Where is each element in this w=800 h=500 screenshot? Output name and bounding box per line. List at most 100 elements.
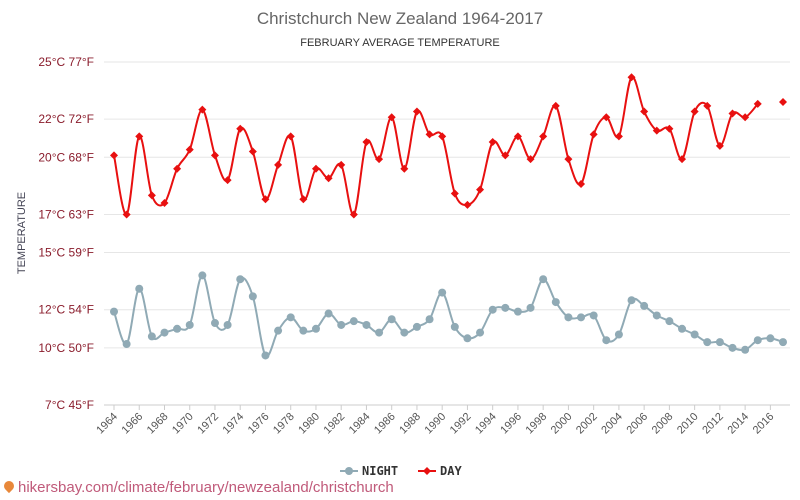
day-point[interactable] (324, 174, 333, 183)
day-point[interactable] (274, 160, 283, 169)
day-point[interactable] (602, 113, 611, 122)
night-point[interactable] (678, 324, 687, 333)
night-point[interactable] (286, 313, 295, 322)
day-point[interactable] (526, 155, 535, 164)
night-point[interactable] (375, 328, 384, 337)
night-point[interactable] (501, 303, 510, 312)
day-point[interactable] (248, 147, 257, 156)
night-point[interactable] (665, 317, 674, 326)
day-point[interactable] (678, 155, 687, 164)
night-point[interactable] (728, 343, 737, 352)
day-point[interactable] (362, 138, 371, 147)
night-point[interactable] (766, 334, 775, 343)
night-point[interactable] (614, 330, 623, 339)
night-point[interactable] (627, 296, 636, 305)
day-point[interactable] (160, 199, 169, 208)
night-point[interactable] (236, 275, 245, 284)
day-point[interactable] (198, 105, 207, 114)
night-point[interactable] (337, 320, 346, 329)
night-point[interactable] (135, 284, 144, 293)
night-point[interactable] (652, 311, 661, 320)
night-point[interactable] (412, 322, 421, 331)
day-point[interactable] (715, 141, 724, 150)
night-point[interactable] (362, 320, 371, 329)
night-point[interactable] (324, 309, 333, 318)
legend-item-night[interactable]: NIGHT (340, 464, 398, 478)
night-point[interactable] (261, 351, 270, 360)
night-point[interactable] (640, 301, 649, 310)
day-point[interactable] (463, 200, 472, 209)
night-point[interactable] (173, 324, 182, 333)
night-point[interactable] (450, 322, 459, 331)
night-point[interactable] (223, 320, 232, 329)
day-point[interactable] (614, 132, 623, 141)
night-point[interactable] (147, 332, 156, 341)
night-point[interactable] (577, 313, 586, 322)
source-link[interactable]: hikersbay.com/climate/february/newzealan… (1, 478, 394, 496)
night-point[interactable] (311, 324, 320, 333)
day-point[interactable] (400, 164, 409, 173)
night-point[interactable] (110, 307, 118, 316)
day-point[interactable] (311, 164, 320, 173)
day-point[interactable] (488, 138, 497, 147)
night-point[interactable] (438, 288, 447, 297)
night-point[interactable] (349, 317, 358, 326)
night-point[interactable] (526, 303, 535, 312)
day-point[interactable] (589, 130, 598, 139)
night-point[interactable] (122, 340, 131, 349)
day-point[interactable] (261, 195, 270, 204)
day-point[interactable] (539, 132, 548, 141)
day-point[interactable] (375, 155, 384, 164)
night-point[interactable] (551, 298, 560, 307)
day-point[interactable] (753, 99, 762, 108)
night-point[interactable] (400, 328, 409, 337)
day-point[interactable] (728, 109, 737, 118)
day-point[interactable] (577, 179, 586, 188)
day-point[interactable] (387, 113, 396, 122)
night-point[interactable] (539, 275, 548, 284)
night-point[interactable] (690, 330, 699, 339)
day-point[interactable] (741, 113, 750, 122)
day-point[interactable] (122, 210, 131, 219)
day-point[interactable] (185, 145, 194, 154)
day-point[interactable] (223, 176, 232, 185)
day-point[interactable] (299, 195, 308, 204)
night-point[interactable] (589, 311, 598, 320)
day-point[interactable] (135, 132, 144, 141)
day-point[interactable] (501, 151, 510, 160)
day-point[interactable] (210, 151, 219, 160)
night-point[interactable] (476, 328, 485, 337)
night-point[interactable] (248, 292, 257, 301)
day-point[interactable] (412, 107, 421, 116)
night-point[interactable] (160, 328, 169, 337)
day-point[interactable] (564, 155, 573, 164)
day-point[interactable] (173, 164, 182, 173)
night-point[interactable] (564, 313, 573, 322)
day-point[interactable] (349, 210, 358, 219)
day-point[interactable] (665, 124, 674, 133)
night-point[interactable] (387, 315, 396, 324)
night-point[interactable] (463, 334, 472, 343)
day-point[interactable] (236, 124, 245, 133)
day-point[interactable] (652, 126, 661, 135)
night-point[interactable] (715, 338, 724, 347)
night-point[interactable] (185, 320, 194, 329)
day-point[interactable] (551, 101, 560, 110)
night-point[interactable] (488, 305, 497, 314)
night-point[interactable] (779, 338, 787, 347)
day-point[interactable] (147, 191, 156, 200)
day-point[interactable] (425, 130, 434, 139)
night-point[interactable] (425, 315, 434, 324)
night-point[interactable] (299, 326, 308, 335)
day-point[interactable] (779, 98, 787, 107)
day-point[interactable] (337, 160, 346, 169)
night-point[interactable] (210, 319, 219, 328)
day-point[interactable] (690, 107, 699, 116)
night-point[interactable] (513, 307, 522, 316)
legend[interactable]: NIGHT DAY (340, 464, 462, 478)
day-point[interactable] (640, 107, 649, 116)
day-point[interactable] (513, 132, 522, 141)
day-point[interactable] (703, 101, 712, 110)
night-point[interactable] (741, 345, 750, 354)
night-point[interactable] (198, 271, 207, 280)
